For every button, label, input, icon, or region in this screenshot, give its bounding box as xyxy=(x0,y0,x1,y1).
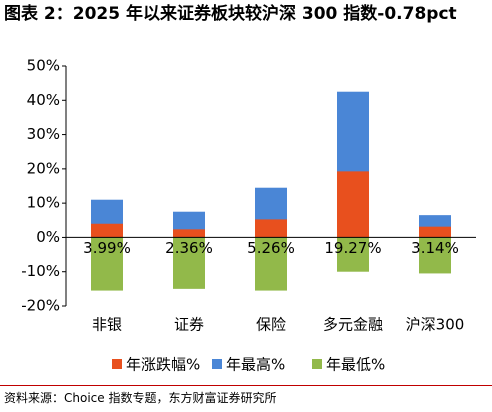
legend-swatch xyxy=(112,359,122,369)
bar xyxy=(173,229,205,238)
chart-title: 图表 2：2025 年以来证券板块较沪深 300 指数-0.78pct xyxy=(4,4,457,24)
x-tick-label: 保险 xyxy=(256,316,286,334)
bar xyxy=(419,237,451,274)
chart: -20% -10% 0% 10% 20% 30% 40% 50% 非银 证券 保险 多元金融 沪深300… xyxy=(21,57,476,374)
y-tick-label: -20% xyxy=(21,297,60,315)
y-tick-label: 20% xyxy=(27,159,60,177)
data-label: 5.26% xyxy=(247,239,295,257)
data-label: 3.14% xyxy=(411,239,459,257)
y-tick-label: 30% xyxy=(27,125,60,143)
y-tick-label: 0% xyxy=(36,228,60,246)
x-tick-label: 沪深300 xyxy=(406,316,465,334)
bar xyxy=(337,237,369,272)
legend-swatch xyxy=(212,359,222,369)
bar xyxy=(255,237,287,291)
legend-label: 年最高% xyxy=(226,356,285,374)
x-tick-label: 非银 xyxy=(92,316,122,334)
y-tick-label: -10% xyxy=(21,262,60,280)
x-tick-label: 多元金融 xyxy=(323,316,383,334)
bar xyxy=(255,219,287,238)
y-tick-label: 10% xyxy=(27,194,60,212)
divider xyxy=(0,385,492,386)
legend-label: 年涨跌幅% xyxy=(126,356,200,374)
bar xyxy=(91,237,123,291)
data-label: 3.99% xyxy=(83,239,131,257)
legend-swatch xyxy=(312,359,322,369)
bar xyxy=(91,223,123,238)
bar xyxy=(419,226,451,238)
y-tick-label: 50% xyxy=(27,57,60,75)
bar xyxy=(337,171,369,238)
legend-label: 年最低% xyxy=(326,356,385,374)
bar xyxy=(173,237,205,289)
x-tick-label: 证券 xyxy=(174,316,204,334)
data-label: 19.27% xyxy=(324,239,381,257)
source-note: 资料来源：Choice 指数专题，东方财富证券研究所 xyxy=(4,391,277,405)
y-tick-label: 40% xyxy=(27,91,60,109)
data-label: 2.36% xyxy=(165,239,213,257)
